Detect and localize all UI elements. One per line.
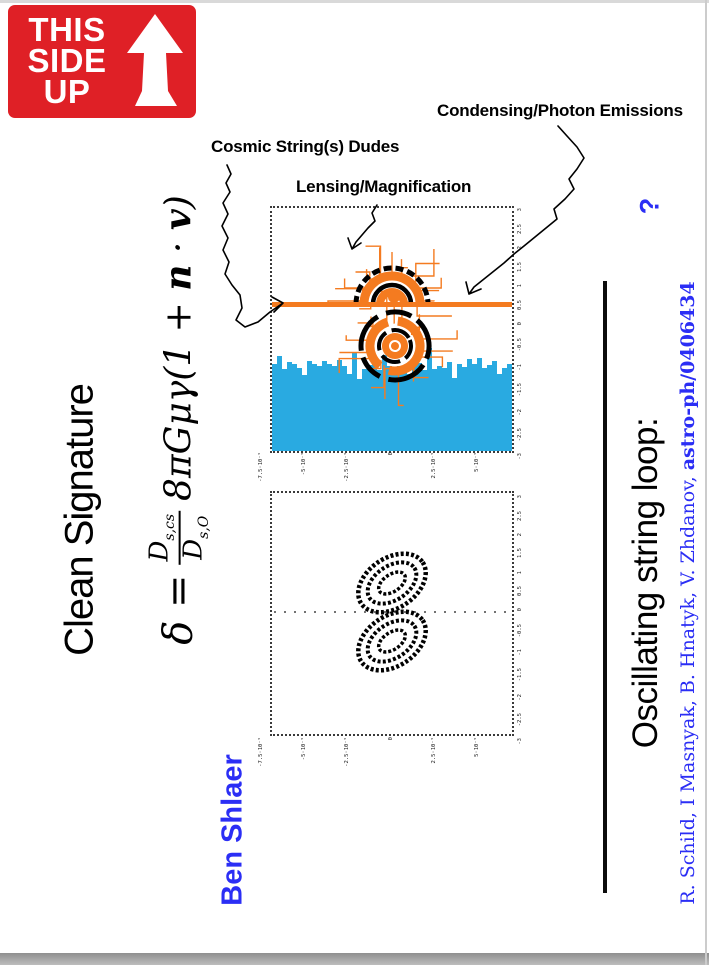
tick-label: -2.5 bbox=[517, 427, 523, 441]
tick-label: 2.5 bbox=[517, 510, 523, 521]
fraction-denominator: Ds,O bbox=[178, 515, 212, 560]
sticker-text: THIS SIDE UP bbox=[8, 11, 126, 110]
tick-label: -1 bbox=[517, 363, 523, 371]
tick-label: 1.5 bbox=[517, 261, 523, 272]
tick-label: -2 bbox=[517, 408, 523, 416]
tick-label: 1.5 bbox=[517, 548, 523, 559]
tick-label: -1.5 bbox=[517, 382, 523, 397]
tick-label: -0.5 bbox=[517, 338, 523, 352]
tick-label: 0.5 bbox=[517, 300, 523, 310]
question-mark: ? bbox=[634, 197, 665, 215]
tick-label: -5·10⁻⁵ bbox=[301, 452, 308, 476]
tick-label: 2 bbox=[517, 246, 523, 250]
label-cosmic-strings: Cosmic String(s) Dudes bbox=[211, 137, 400, 156]
this-side-up-sticker: THIS SIDE UP bbox=[8, 5, 196, 118]
page-title: Clean Signature bbox=[57, 384, 102, 656]
tick-label: 2.5 bbox=[517, 223, 523, 234]
label-lensing: Lensing/Magnification bbox=[296, 177, 472, 196]
tick-label: -7.5·10⁻⁵ bbox=[258, 737, 264, 767]
light-curve-plot bbox=[270, 206, 514, 453]
scan-edge-top bbox=[0, 0, 709, 3]
tick-label: 0 bbox=[387, 737, 394, 741]
scan-edge-right bbox=[705, 0, 707, 965]
tick-label: 5·10⁻⁵ bbox=[473, 737, 480, 757]
equation-fraction: Ds,cs Ds,O bbox=[145, 510, 212, 565]
lower-plot-y-ticks: 3 2.5 2 1.5 1 0.5 0 -0.5 -1 -1.5 -2 -2.5 -3 bbox=[517, 495, 523, 745]
tick-label: -2.5·10⁻⁵ bbox=[344, 737, 351, 767]
equation: δ = Ds,cs Ds,O 8πGμγ(1 + n · v) bbox=[145, 195, 212, 645]
contour-canvas bbox=[274, 551, 510, 673]
citation-arxiv-id: astro-ph/0406434 bbox=[677, 281, 699, 471]
sticker-line: UP bbox=[43, 72, 91, 110]
tick-label: -3 bbox=[517, 738, 523, 745]
tick-label: 3 bbox=[517, 495, 523, 499]
scan-edge-bottom bbox=[0, 953, 709, 965]
noise-band bbox=[272, 348, 512, 451]
upper-plot-x-ticks: -7.5·10⁻⁵ -5·10⁻⁵ -2.5·10⁻⁵ 0 2.5·10⁻⁵ 5·10⁻⁵ bbox=[258, 452, 480, 482]
citation: R. Schild, I Masnyak, B. Hnatyk, V. Zhda… bbox=[677, 281, 699, 904]
tick-label: -1 bbox=[517, 649, 523, 657]
sticker-line: THIS bbox=[28, 11, 106, 49]
label-condensing: Condensing/Photon Emissions bbox=[437, 101, 683, 120]
equation-tail: 8πGμγ(1 + n · v) bbox=[158, 195, 200, 501]
fraction-numerator: Ds,cs bbox=[145, 510, 181, 565]
equation-lhs: δ = bbox=[156, 574, 202, 645]
lensed-image-lower bbox=[358, 309, 432, 383]
tick-label: 3 bbox=[517, 208, 523, 212]
tick-label: -2.5 bbox=[517, 712, 523, 726]
tick-label: -0.5 bbox=[517, 623, 523, 638]
tick-label: 2.5·10⁻⁵ bbox=[430, 452, 437, 479]
up-arrow-icon bbox=[127, 13, 183, 106]
tick-label: 0.5 bbox=[517, 586, 523, 597]
tick-label: 0 bbox=[517, 322, 523, 326]
tick-label: 0 bbox=[517, 608, 523, 612]
section-heading: Oscillating string loop: bbox=[626, 417, 665, 749]
tick-label: 1 bbox=[517, 570, 523, 574]
contour-set-lower bbox=[356, 609, 428, 673]
citation-authors: R. Schild, I Masnyak, B. Hnatyk, V. Zhda… bbox=[677, 470, 699, 905]
tick-label: -1.5 bbox=[517, 668, 523, 682]
upper-plot-y-ticks: 3 2.5 2 1.5 1 0.5 0 -0.5 -1 -1.5 -2 -2.5 -3 bbox=[517, 208, 523, 460]
sticker-line: SIDE bbox=[27, 42, 107, 80]
tick-label: -7.5·10⁻⁵ bbox=[258, 452, 264, 482]
tick-label: 5·10⁻⁵ bbox=[473, 452, 480, 472]
contour-plot bbox=[270, 491, 514, 736]
tick-label: -2 bbox=[517, 693, 523, 701]
tick-label: -2.5·10⁻⁵ bbox=[344, 452, 351, 482]
cosmic-string-line bbox=[272, 302, 512, 307]
lensed-image-upper bbox=[353, 265, 431, 305]
tick-label: 1 bbox=[517, 284, 523, 288]
light-curve-canvas bbox=[272, 245, 512, 451]
tick-label: 0 bbox=[387, 452, 394, 456]
author-name: Ben Shlaer bbox=[216, 754, 249, 906]
lower-plot-x-ticks: -7.5·10⁻⁵ -5·10⁻⁵ -2.5·10⁻⁵ 0 2.5·10⁻⁵ 5·10⁻⁵ bbox=[258, 737, 480, 767]
tick-label: 2 bbox=[517, 532, 523, 537]
tick-label: 2.5·10⁻⁵ bbox=[430, 737, 437, 764]
tick-label: -3 bbox=[517, 453, 523, 460]
tick-label: -5·10⁻⁵ bbox=[301, 737, 308, 761]
divider-rule bbox=[603, 281, 607, 893]
